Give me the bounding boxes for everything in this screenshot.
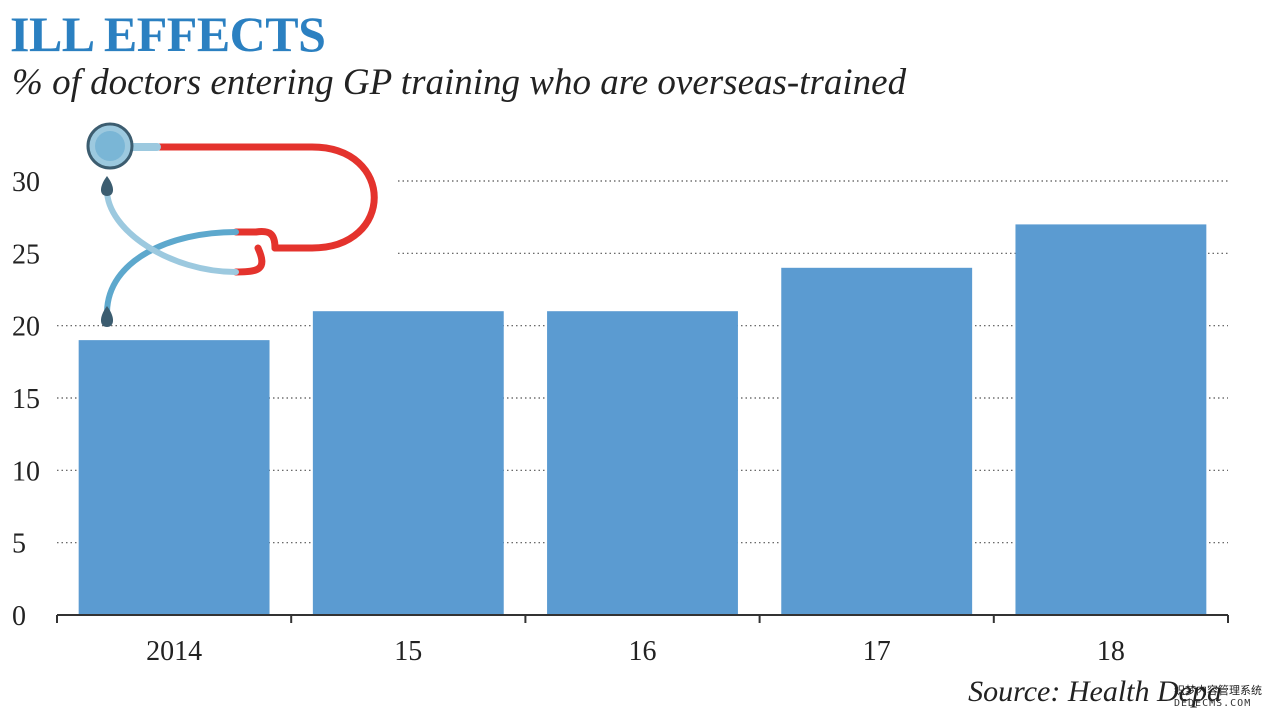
x-tick-label: 2014 [146, 636, 202, 667]
y-tick-label: 20 [12, 312, 40, 343]
bar [78, 340, 270, 615]
chart-subtitle: % of doctors entering GP training who ar… [12, 62, 907, 103]
x-tick-label: 16 [629, 636, 657, 667]
y-tick-label: 15 [12, 384, 40, 415]
watermark: 织梦内容管理系统 DEDECMS.COM [1174, 684, 1274, 710]
y-tick-label: 10 [12, 456, 40, 487]
x-tick-label: 17 [863, 636, 891, 667]
bar [312, 311, 504, 615]
source-note: Source: Health Depa [968, 675, 1222, 708]
x-tick-label: 18 [1097, 636, 1125, 667]
bar [1015, 224, 1207, 615]
stethoscope-icon [86, 122, 378, 327]
x-axis-ticks: 2014 15 16 17 18 [146, 636, 1125, 667]
bar [781, 267, 973, 615]
chart-title: ILL EFFECTS [10, 6, 326, 62]
y-axis-ticks: 0 5 10 15 20 25 30 [12, 167, 40, 632]
y-tick-label: 25 [12, 239, 40, 270]
bar [547, 311, 738, 615]
watermark-text: 织梦内容管理系统 [1174, 684, 1262, 697]
y-tick-label: 0 [12, 601, 26, 632]
bars [78, 224, 1207, 615]
y-tick-label: 30 [12, 167, 40, 198]
y-tick-label: 5 [12, 529, 26, 560]
x-tick-label: 15 [394, 636, 422, 667]
x-axis [56, 614, 1229, 623]
watermark-url: DEDECMS.COM [1174, 698, 1252, 709]
